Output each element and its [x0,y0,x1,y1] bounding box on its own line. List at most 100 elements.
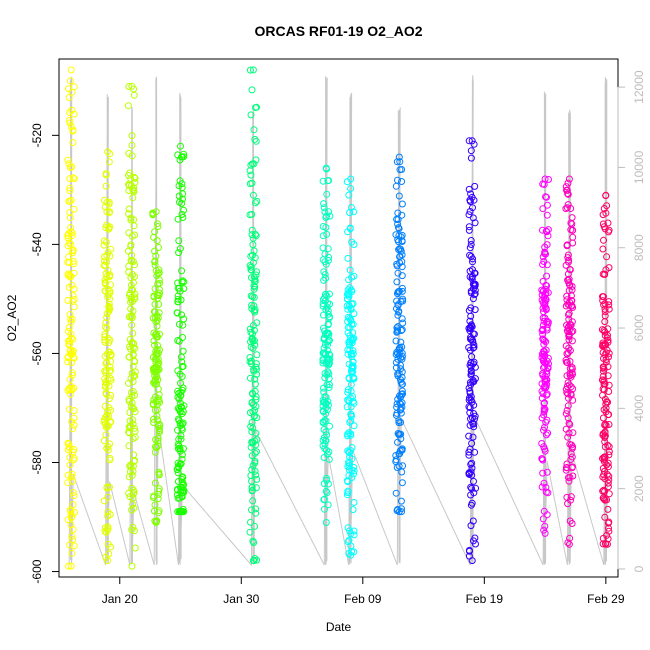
data-point [151,261,159,269]
data-point [539,456,547,464]
data-point [343,290,351,298]
data-point [253,448,260,456]
data-point [64,234,72,242]
data-point [68,359,76,366]
data-point [322,164,330,172]
data-point [252,271,260,279]
data-point [541,522,549,530]
data-point [470,537,477,545]
data-point [251,306,259,314]
data-point [467,468,475,476]
data-point [470,410,478,417]
data-point [543,201,551,209]
data-point [69,127,77,135]
data-point [65,443,73,451]
data-point [599,364,607,372]
data-point [105,395,113,403]
data-point [465,403,473,411]
data-point [251,326,258,334]
data-point [151,285,159,293]
data-point [125,247,132,255]
data-point [105,303,113,311]
data-point [345,360,353,368]
data-point [397,365,405,373]
data-point [465,384,473,392]
data-point [248,484,256,491]
data-point [345,458,352,466]
data-point [69,448,77,456]
data-point [604,363,612,371]
x-tick-label: Feb 19 [466,592,504,606]
data-point [539,336,547,344]
data-point [542,375,550,383]
data-point [105,348,113,356]
data-point [248,179,256,187]
data-point [151,507,158,515]
data-point [541,423,548,431]
data-point [152,348,160,355]
data-point [131,293,139,301]
series-RF10 [465,137,480,565]
data-point [104,148,112,156]
data-point [345,338,353,346]
data-point [103,310,111,318]
data-point [127,175,135,183]
data-point [466,421,474,429]
data-point [395,225,403,233]
data-point [151,479,159,487]
data-point [599,270,607,278]
data-point [569,463,576,471]
data-point [129,494,137,502]
data-point [125,262,133,270]
data-point [152,331,160,338]
data-point [131,368,139,376]
data-point [66,273,74,281]
data-point [543,272,551,280]
data-point [105,382,113,390]
data-point [65,341,73,349]
data-point [563,407,571,414]
data-point [466,389,474,397]
data-point [569,396,577,404]
data-point [65,337,73,345]
data-point [66,77,74,85]
data-point [323,292,331,300]
data-point [69,425,77,433]
data-point [179,347,187,355]
data-point [106,208,114,216]
data-point [149,209,157,217]
data-point [173,309,181,317]
data-point [540,526,548,534]
data-point [349,393,357,400]
data-point [175,463,183,471]
data-point [128,141,136,149]
data-point [605,490,613,498]
data-point [155,292,163,300]
data-point [325,177,333,184]
data-point [247,252,255,260]
data-point [567,456,575,463]
series-RF13 [598,191,613,548]
data-point [178,358,186,366]
data-point [152,519,160,526]
data-point [600,301,608,309]
data-point [149,400,157,408]
data-point [102,378,110,386]
data-point [325,384,333,391]
data-point [319,256,327,264]
data-point [471,375,479,383]
data-point [101,383,109,391]
data-point [66,109,74,116]
data-point [394,220,402,228]
data-point [154,495,162,503]
data-point [65,253,73,261]
x-tick-label: Jan 30 [223,592,259,606]
data-point [347,417,355,425]
data-point [468,275,476,283]
data-point [69,297,77,305]
data-point [319,357,327,365]
data-point [249,557,257,565]
data-point [563,389,571,397]
data-point [65,405,73,413]
data-point [392,364,400,372]
